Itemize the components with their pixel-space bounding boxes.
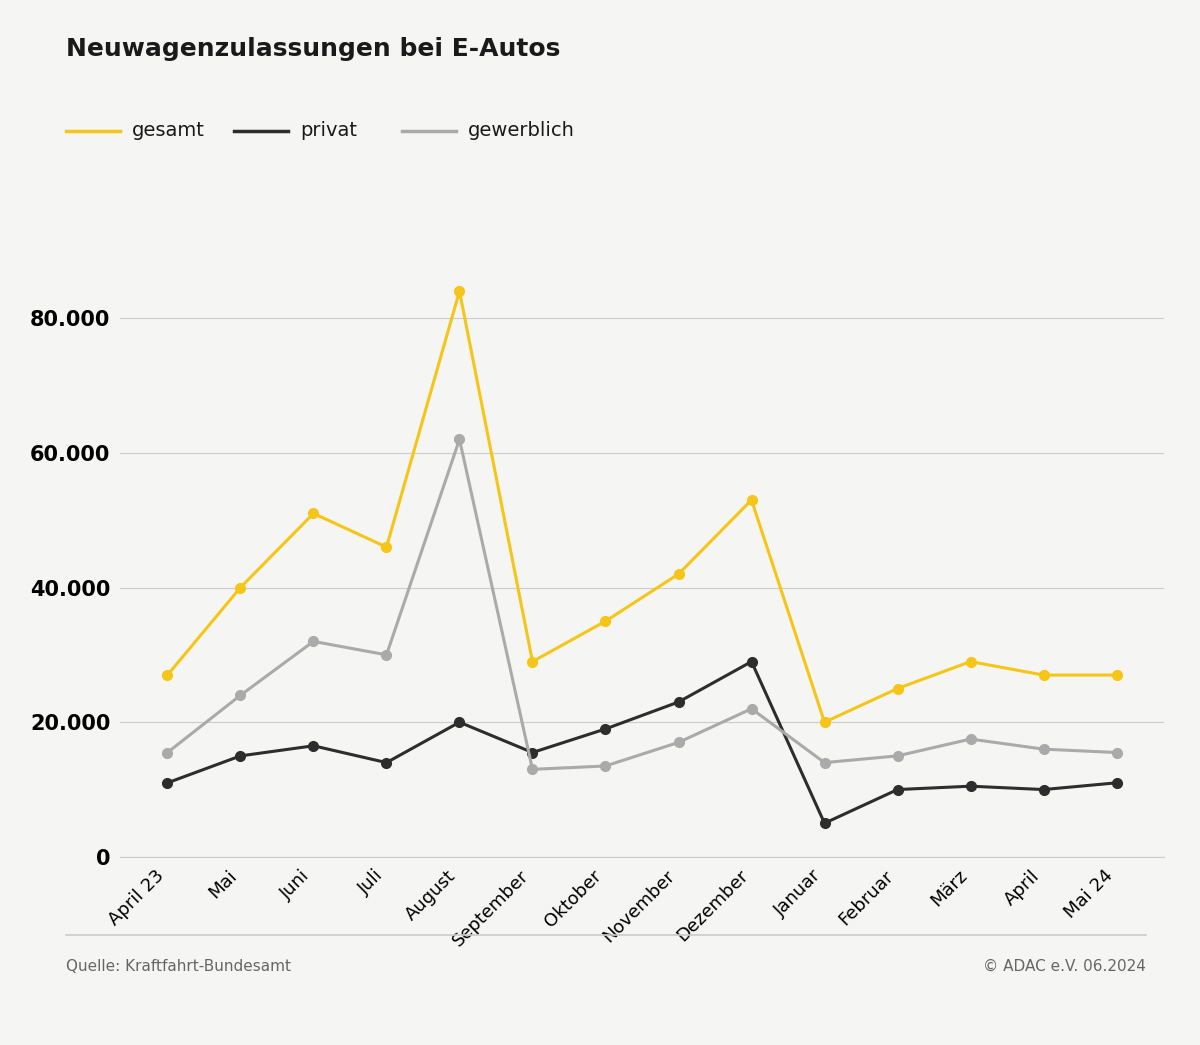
Text: privat: privat [300,121,358,140]
Text: © ADAC e.V. 06.2024: © ADAC e.V. 06.2024 [983,959,1146,974]
Text: gewerblich: gewerblich [468,121,575,140]
Text: Neuwagenzulassungen bei E-Autos: Neuwagenzulassungen bei E-Autos [66,37,560,61]
Text: Quelle: Kraftfahrt-Bundesamt: Quelle: Kraftfahrt-Bundesamt [66,959,292,974]
Text: gesamt: gesamt [132,121,205,140]
